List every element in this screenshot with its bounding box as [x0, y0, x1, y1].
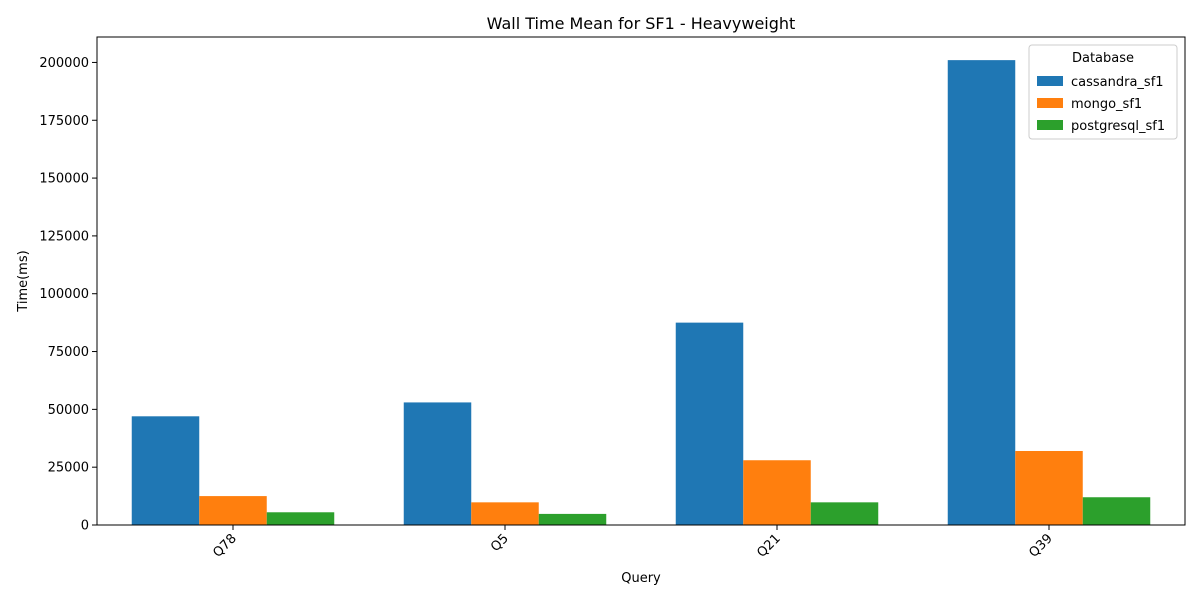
- x-tick-label: Q39: [1026, 531, 1056, 561]
- bar-cassandra_sf1-Q21: [675, 322, 744, 525]
- bar-mongo_sf1-Q21: [743, 460, 811, 525]
- legend-label-postgresql_sf1: postgresql_sf1: [1071, 119, 1165, 134]
- y-tick-label: 50000: [48, 403, 89, 418]
- legend-label-mongo_sf1: mongo_sf1: [1071, 97, 1142, 112]
- bar-cassandra_sf1-Q39: [947, 60, 1016, 525]
- y-axis-label: Time(ms): [16, 250, 31, 312]
- bar-cassandra_sf1-Q78: [131, 416, 200, 525]
- plot-area: [96, 36, 1186, 526]
- bar-mongo_sf1-Q78: [199, 496, 267, 525]
- bar-postgresql_sf1-Q39: [1082, 497, 1151, 525]
- legend: Database cassandra_sf1 mongo_sf1 postgresql…: [1028, 44, 1178, 140]
- y-tick-label: 0: [81, 519, 89, 534]
- chart-title: Wall Time Mean for SF1 - Heavyweight: [487, 14, 796, 33]
- x-tick-label: Q5: [488, 531, 512, 555]
- bar-mongo_sf1-Q39: [1015, 450, 1083, 525]
- y-tick-label: 25000: [48, 461, 89, 476]
- legend-swatch-mongo_sf1: [1037, 98, 1063, 108]
- y-tick-label: 200000: [39, 56, 89, 71]
- y-tick-label: 150000: [39, 172, 89, 187]
- bar-cassandra_sf1-Q5: [403, 402, 472, 525]
- x-tick-label: Q21: [754, 531, 784, 561]
- legend-title: Database: [1072, 51, 1134, 66]
- y-tick-label: 75000: [48, 345, 89, 360]
- bar-postgresql_sf1-Q78: [266, 512, 335, 525]
- legend-label-cassandra_sf1: cassandra_sf1: [1071, 75, 1164, 90]
- bar-mongo_sf1-Q5: [471, 502, 539, 525]
- y-axis: 0 25000 50000 75000 100000 125000 150000 175000…: [39, 56, 97, 534]
- y-tick-label: 100000: [39, 287, 89, 302]
- legend-swatch-cassandra_sf1: [1037, 76, 1063, 86]
- bar-postgresql_sf1-Q5: [538, 513, 607, 525]
- x-tick-label: Q78: [210, 531, 240, 561]
- x-axis: Q78 Q5 Q21 Q39: [210, 525, 1056, 561]
- legend-box: [1028, 44, 1178, 140]
- x-axis-label: Query: [621, 571, 661, 586]
- legend-swatch-postgresql_sf1: [1037, 120, 1063, 130]
- bar-postgresql_sf1-Q21: [810, 502, 879, 525]
- y-tick-label: 125000: [39, 229, 89, 244]
- plot-frame: [96, 36, 1186, 526]
- y-tick-label: 175000: [39, 114, 89, 129]
